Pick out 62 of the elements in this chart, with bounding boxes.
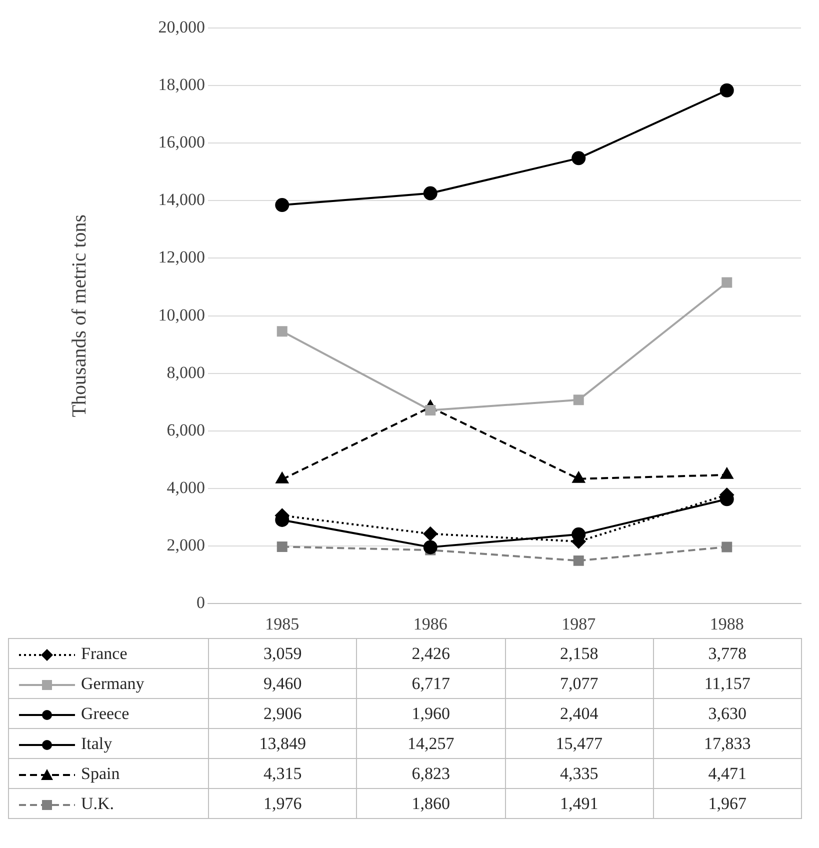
data-label: 13,849 bbox=[208, 728, 357, 758]
data-label: 2,158 bbox=[505, 638, 654, 668]
point bbox=[722, 277, 732, 288]
y-tick-label: 6,000 bbox=[166, 420, 205, 440]
data-label: 3,778 bbox=[653, 638, 802, 668]
y-tick-label: 10,000 bbox=[158, 305, 205, 324]
x-tick-label: 1985 bbox=[265, 614, 300, 634]
legend-label: Spain bbox=[81, 764, 120, 782]
data-label: 4,471 bbox=[653, 758, 802, 788]
point bbox=[276, 472, 288, 484]
data-label: 14,257 bbox=[356, 728, 505, 758]
y-axis-title: Thousands of metric tons bbox=[68, 214, 90, 418]
data-label: 1,976 bbox=[208, 788, 357, 818]
data-label: 2,426 bbox=[356, 638, 505, 668]
data-label: 6,717 bbox=[356, 668, 505, 698]
y-tick-label: 20,000 bbox=[158, 17, 205, 36]
data-label: 6,823 bbox=[356, 758, 505, 788]
point bbox=[276, 541, 288, 552]
data-label: 1,967 bbox=[653, 788, 802, 818]
data-label: 4,315 bbox=[208, 758, 357, 788]
data-label: 3,630 bbox=[653, 698, 802, 728]
data-label: 4,335 bbox=[505, 758, 654, 788]
data-label: 1,491 bbox=[505, 788, 654, 818]
point bbox=[720, 468, 734, 479]
data-label: 9,460 bbox=[208, 668, 357, 698]
point bbox=[572, 472, 585, 483]
point bbox=[572, 151, 586, 166]
data-label: 3,059 bbox=[208, 638, 357, 668]
y-tick-label: 16,000 bbox=[158, 132, 205, 152]
point bbox=[722, 542, 732, 552]
y-tick-label: 0 bbox=[196, 593, 205, 612]
point bbox=[423, 540, 438, 554]
y-tick-label: 8,000 bbox=[166, 362, 205, 382]
data-label: 1,960 bbox=[356, 698, 505, 728]
y-tick-label: 14,000 bbox=[158, 190, 205, 210]
data-label: 7,077 bbox=[505, 668, 654, 698]
data-label: 11,157 bbox=[653, 668, 802, 698]
point bbox=[276, 326, 288, 337]
point bbox=[720, 83, 734, 98]
y-tick-label: 2,000 bbox=[166, 536, 205, 555]
legend-label: Greece bbox=[81, 704, 130, 722]
x-tick-label: 1988 bbox=[710, 614, 744, 634]
data-label: 15,477 bbox=[505, 728, 654, 758]
point bbox=[275, 198, 290, 212]
point bbox=[423, 186, 438, 200]
point bbox=[573, 394, 584, 406]
legend-label: France bbox=[81, 644, 128, 662]
legend-label: U.K. bbox=[81, 794, 114, 812]
y-tick-label: 4,000 bbox=[166, 478, 205, 497]
y-tick-label: 18,000 bbox=[158, 75, 205, 94]
x-tick-label: 1987 bbox=[562, 614, 596, 634]
data-label: 2,404 bbox=[505, 698, 654, 728]
point bbox=[425, 405, 436, 416]
legend-label: Germany bbox=[81, 674, 144, 692]
y-tick-label: 12,000 bbox=[158, 248, 205, 267]
x-tick-label: 1986 bbox=[413, 614, 448, 634]
data-label: 2,906 bbox=[208, 698, 357, 728]
point bbox=[573, 555, 584, 566]
legend-label: Italy bbox=[81, 734, 112, 752]
point bbox=[423, 526, 438, 541]
data-label: 1,860 bbox=[356, 788, 505, 818]
data-label: 17,833 bbox=[653, 728, 802, 758]
